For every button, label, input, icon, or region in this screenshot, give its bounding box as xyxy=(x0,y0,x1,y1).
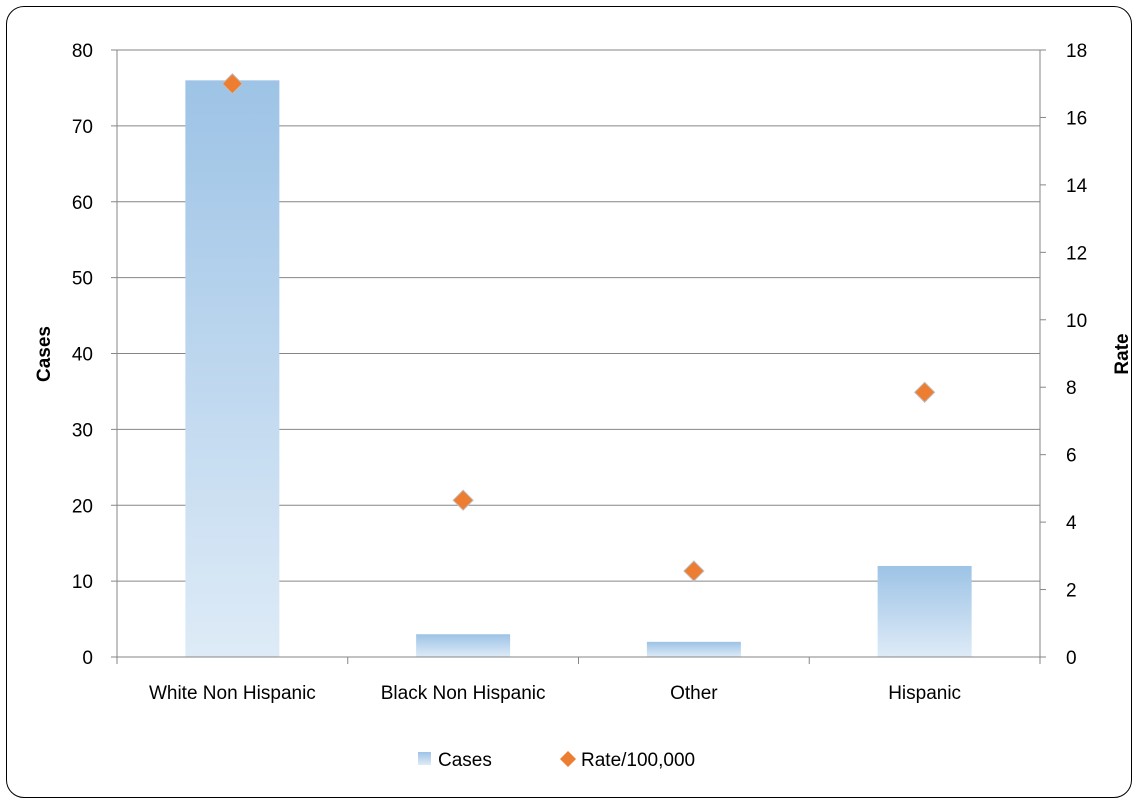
y-axis-tick-label: 20 xyxy=(72,496,93,517)
legend: Cases Rate/100,000 xyxy=(418,750,695,771)
marker-rate xyxy=(683,560,705,582)
markers-rate xyxy=(221,73,936,582)
y-axis-tick-label: 80 xyxy=(72,41,93,62)
y2-axis-tick-label: 4 xyxy=(1066,513,1077,534)
bar-cases xyxy=(185,80,280,658)
bars-cases xyxy=(185,80,972,658)
y2-axis-tick-label: 2 xyxy=(1066,581,1077,602)
y2-axis-tick-label: 16 xyxy=(1066,108,1087,129)
x-axis-category-label: Other xyxy=(670,683,718,704)
y2-axis-tick-label: 18 xyxy=(1066,41,1087,62)
legend-label-rate: Rate/100,000 xyxy=(581,750,695,771)
bar-cases xyxy=(646,641,741,657)
y2-axis-tick-labels: 0 2 4 6 8 10 12 14 16 18 xyxy=(1066,41,1088,669)
x-axis-category-labels: White Non Hispanic Black Non Hispanic Othe… xyxy=(149,683,961,704)
y2-axis-tick-label: 14 xyxy=(1066,176,1088,197)
y2-axis-tick-label: 6 xyxy=(1066,446,1077,467)
axes xyxy=(111,49,1046,664)
legend-swatch-cases xyxy=(418,752,431,765)
y2-axis-tick-label: 0 xyxy=(1066,648,1077,669)
y2-axis-title: Rate xyxy=(1112,333,1133,374)
marker-rate xyxy=(452,489,474,511)
x-axis-category-label: Hispanic xyxy=(888,683,961,704)
marker-rate xyxy=(913,381,936,403)
y2-axis-tick-label: 12 xyxy=(1066,243,1087,264)
y-axis-tick-label: 40 xyxy=(72,345,93,366)
y-axis-tick-label: 70 xyxy=(72,117,93,138)
y2-axis-tick-label: 10 xyxy=(1066,311,1087,332)
y-axis-tick-label: 10 xyxy=(72,572,93,593)
y-axis-title: Cases xyxy=(34,326,55,382)
y-axis-tick-labels: 0 10 20 30 40 50 60 70 80 xyxy=(72,41,93,669)
bar-cases xyxy=(416,634,511,657)
y2-axis-tick-label: 8 xyxy=(1066,378,1077,399)
y-axis-tick-label: 30 xyxy=(72,420,93,441)
y-axis-tick-label: 60 xyxy=(72,193,93,214)
y-axis-tick-label: 50 xyxy=(72,269,93,290)
legend-label-cases: Cases xyxy=(438,750,492,771)
marker-rate xyxy=(221,73,244,95)
bar-cases xyxy=(877,565,972,657)
y-axis-tick-label: 0 xyxy=(82,648,93,669)
legend-marker-rate xyxy=(560,751,576,767)
x-axis-category-label: Black Non Hispanic xyxy=(381,683,546,704)
x-axis-category-label: White Non Hispanic xyxy=(149,683,316,704)
